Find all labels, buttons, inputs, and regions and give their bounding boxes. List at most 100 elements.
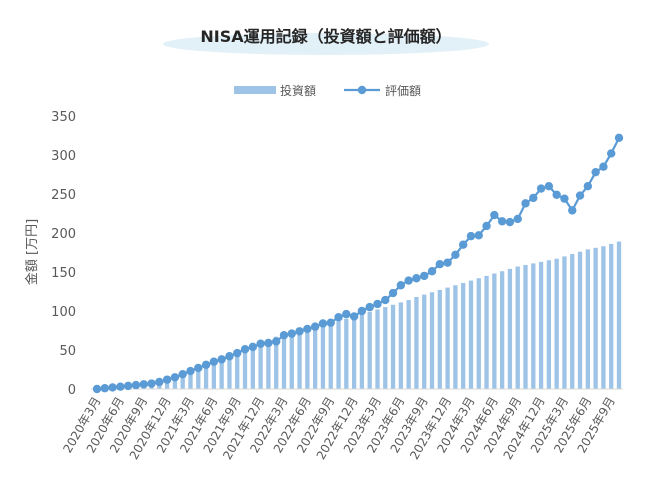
chart-title: NISA運用記録（投資額と評価額） xyxy=(200,27,451,46)
bar xyxy=(476,278,481,389)
legend: 投資額 評価額 xyxy=(234,83,421,98)
line-point xyxy=(139,380,148,389)
x-axis-ticks: 2020年3月2020年6月2020年9月2020年12月2021年3月2021… xyxy=(60,394,617,461)
bar xyxy=(507,268,513,389)
bar xyxy=(375,309,380,389)
line-point xyxy=(505,217,515,227)
bar xyxy=(351,316,357,389)
line-point xyxy=(303,324,312,334)
line-point xyxy=(420,271,429,281)
line-point xyxy=(326,318,335,327)
line-point xyxy=(552,190,561,199)
line-point xyxy=(607,149,616,158)
line-point xyxy=(381,295,390,305)
line-point xyxy=(521,199,530,208)
legend-label-bar: 投資額 xyxy=(280,83,316,98)
y-tick-label: 0 xyxy=(68,383,76,398)
line-point xyxy=(147,379,156,388)
bar xyxy=(359,314,365,389)
line-point xyxy=(591,167,600,177)
line-point xyxy=(412,274,421,283)
line-point xyxy=(233,348,242,358)
line-point xyxy=(162,375,172,384)
y-tick-label: 350 xyxy=(51,110,76,125)
line-point xyxy=(513,214,522,224)
bar xyxy=(344,318,349,389)
line-point xyxy=(599,162,608,171)
line-point xyxy=(155,377,164,387)
line-point xyxy=(170,373,180,382)
line-point xyxy=(131,380,141,390)
bar xyxy=(570,254,575,389)
line-point xyxy=(365,302,374,312)
bar xyxy=(484,275,489,389)
bar xyxy=(250,346,255,389)
line-point xyxy=(451,250,460,260)
line-point xyxy=(248,342,258,352)
line-point xyxy=(568,206,577,215)
line-point xyxy=(560,194,569,203)
bar xyxy=(235,352,240,389)
line-point xyxy=(209,357,219,366)
bar xyxy=(289,332,294,389)
bar xyxy=(180,374,185,389)
line-point xyxy=(240,345,250,354)
line-point xyxy=(482,221,491,231)
bar xyxy=(336,321,341,389)
bar xyxy=(554,258,559,389)
line-point xyxy=(458,240,468,249)
bar xyxy=(531,263,536,389)
line-point xyxy=(342,309,351,319)
bar xyxy=(164,378,170,389)
y-tick-label: 250 xyxy=(51,188,76,203)
bar xyxy=(398,302,403,389)
line-point xyxy=(310,322,320,331)
bar xyxy=(414,296,419,389)
line-point xyxy=(357,306,367,316)
bar xyxy=(616,241,622,389)
bar xyxy=(593,247,598,389)
y-axis-label: 金額 [万円] xyxy=(24,219,40,285)
bar xyxy=(461,282,466,389)
bar xyxy=(390,304,396,389)
bar xyxy=(577,251,583,389)
bar xyxy=(367,311,372,389)
line-point xyxy=(427,267,437,276)
line-point xyxy=(466,231,476,241)
y-tick-label: 100 xyxy=(51,305,76,320)
bar xyxy=(562,256,567,389)
bar xyxy=(406,300,411,389)
y-tick-label: 150 xyxy=(51,266,76,281)
bar xyxy=(211,362,217,389)
line-point xyxy=(256,339,265,348)
bar xyxy=(188,371,193,389)
line-point xyxy=(186,366,195,376)
line-point xyxy=(497,217,507,226)
bar xyxy=(609,243,614,389)
line-point xyxy=(435,260,445,269)
line-point xyxy=(225,352,234,361)
bar xyxy=(203,365,209,389)
bar xyxy=(266,339,271,389)
line-point xyxy=(575,191,585,200)
line-point xyxy=(443,258,452,267)
line-point xyxy=(373,299,382,309)
line-point xyxy=(201,360,211,370)
line-point xyxy=(271,337,281,346)
line-point xyxy=(396,281,406,290)
line-point xyxy=(108,383,117,392)
line-point xyxy=(123,381,133,391)
line-point xyxy=(349,312,359,321)
bar xyxy=(320,325,326,389)
bar xyxy=(422,294,427,389)
bar xyxy=(601,246,606,389)
line-point xyxy=(583,182,593,191)
y-tick-label: 200 xyxy=(51,227,76,242)
bar xyxy=(274,336,279,389)
legend-swatch-marker xyxy=(357,85,367,95)
line-point xyxy=(536,184,546,193)
line-point xyxy=(116,382,125,391)
line-point xyxy=(217,355,226,364)
